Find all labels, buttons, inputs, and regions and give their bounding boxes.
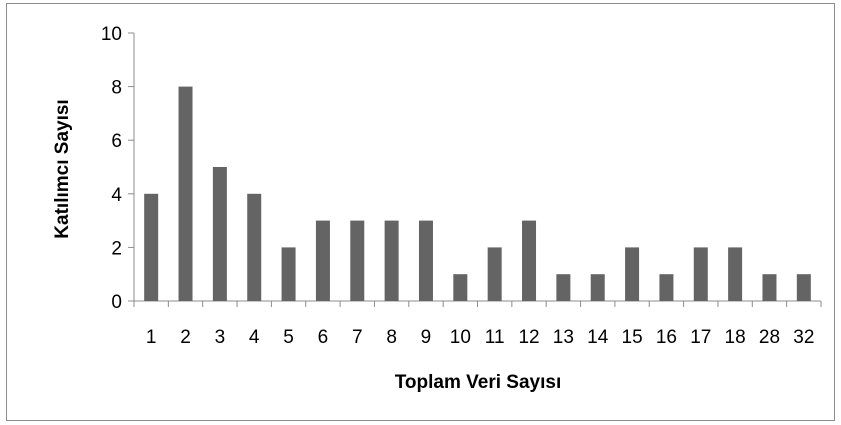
bar bbox=[247, 193, 262, 301]
chart-frame bbox=[6, 3, 835, 421]
y-axis-title: Katılımcı Sayısı bbox=[52, 99, 73, 238]
x-tick-label: 17 bbox=[690, 327, 711, 348]
x-tick-label: 18 bbox=[725, 327, 746, 348]
x-tick-label: 2 bbox=[180, 327, 191, 348]
x-tick-label: 11 bbox=[485, 327, 505, 348]
bar bbox=[315, 220, 330, 301]
bar bbox=[281, 247, 296, 301]
bar bbox=[590, 274, 605, 301]
bar bbox=[418, 220, 433, 301]
bar bbox=[487, 247, 502, 301]
x-axis-title: Toplam Veri Sayısı bbox=[395, 372, 562, 393]
x-tick-label: 28 bbox=[759, 327, 780, 348]
y-tick-label: 10 bbox=[101, 24, 122, 45]
bar bbox=[212, 167, 227, 301]
x-axis: 1 2 3 4 5 6 7 8 9 10 11 12 13 14 15 16 17 18 28 32 bbox=[133, 300, 822, 348]
bar bbox=[796, 274, 811, 301]
y-tick-label: 4 bbox=[111, 185, 122, 206]
x-tick-label: 16 bbox=[656, 327, 677, 348]
bar bbox=[144, 193, 159, 301]
x-tick-label: 4 bbox=[249, 327, 260, 348]
y-axis: 0 2 4 6 8 10 bbox=[101, 24, 135, 313]
y-tick-label: 2 bbox=[111, 238, 122, 259]
x-tick-label: 3 bbox=[215, 327, 226, 348]
bar bbox=[693, 247, 708, 301]
bar bbox=[522, 220, 537, 301]
bar bbox=[728, 247, 743, 301]
bar bbox=[556, 274, 571, 301]
x-tick-label: 8 bbox=[386, 327, 397, 348]
x-tick-label: 7 bbox=[352, 327, 363, 348]
bar bbox=[762, 274, 777, 301]
x-tick-label: 32 bbox=[793, 327, 814, 348]
bars bbox=[144, 86, 811, 301]
x-tick-label: 15 bbox=[622, 327, 643, 348]
bar bbox=[625, 247, 640, 301]
bar bbox=[659, 274, 674, 301]
y-tick-label: 0 bbox=[111, 292, 122, 313]
x-tick-label: 5 bbox=[283, 327, 294, 348]
x-tick-label: 13 bbox=[553, 327, 574, 348]
x-tick-label: 6 bbox=[318, 327, 329, 348]
bar bbox=[453, 274, 468, 301]
y-tick-label: 8 bbox=[111, 78, 122, 99]
bar bbox=[178, 86, 193, 301]
x-tick-label: 1 bbox=[146, 327, 157, 348]
x-tick-label: 9 bbox=[421, 327, 432, 348]
bar bbox=[350, 220, 365, 301]
x-tick-label: 10 bbox=[450, 327, 471, 348]
bar bbox=[384, 220, 399, 301]
x-tick-label: 12 bbox=[518, 327, 539, 348]
y-tick-label: 6 bbox=[111, 131, 122, 152]
x-tick-label: 14 bbox=[587, 327, 609, 348]
